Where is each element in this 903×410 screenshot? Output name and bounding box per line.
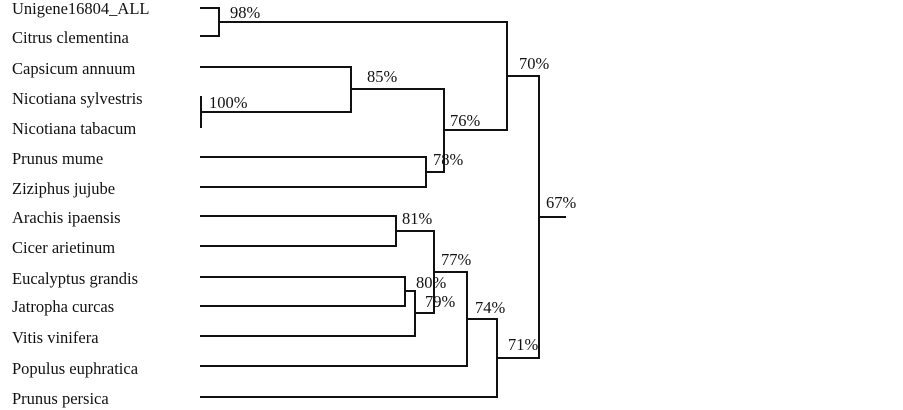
taxon-label-7: Ziziphus jujube [12, 179, 115, 198]
branch-clade-80 [200, 276, 406, 307]
taxon-label-4: Nicotiana sylvestris [12, 89, 143, 108]
taxon-labels: Unigene16804_ALL Citrus clementina Capsi… [12, 0, 149, 408]
support-label-78: 78% [433, 150, 464, 169]
support-label-70: 70% [519, 54, 550, 73]
tree-branches [200, 7, 566, 398]
taxon-label-10: Eucalyptus grandis [12, 269, 138, 288]
branch-clade-81 [200, 215, 397, 247]
taxon-label-9: Cicer arietinum [12, 238, 115, 257]
taxon-label-6: Prunus mume [12, 149, 103, 168]
branch-clade-76 [350, 88, 445, 173]
support-label-81: 81% [402, 209, 433, 228]
taxon-label-13: Populus euphratica [12, 359, 139, 378]
taxon-label-3: Capsicum annuum [12, 59, 135, 78]
support-label-77: 77% [441, 250, 472, 269]
support-label-80: 80% [416, 273, 447, 292]
taxon-label-1: Unigene16804_ALL [12, 0, 149, 18]
support-label-76: 76% [450, 111, 481, 130]
branch-clade-78 [200, 156, 427, 188]
branch-clade-98 [200, 7, 220, 37]
taxon-label-5: Nicotiana tabacum [12, 119, 136, 138]
taxon-label-2: Citrus clementina [12, 28, 130, 47]
branch-clade-79 [200, 290, 416, 337]
taxon-label-14: Prunus persica [12, 389, 109, 408]
support-label-100: 100% [209, 93, 248, 112]
support-label-74: 74% [475, 298, 506, 317]
support-label-71: 71% [508, 335, 539, 354]
taxon-label-12: Vitis vinifera [12, 328, 99, 347]
taxon-label-11: Jatropha curcas [12, 297, 114, 316]
support-label-98: 98% [230, 3, 261, 22]
support-label-79: 79% [425, 292, 456, 311]
support-label-85: 85% [367, 67, 398, 86]
branch-clade-71 [200, 318, 498, 398]
support-labels: 98% 100% 85% 78% 76% 70% 81% 80% 79% 77%… [209, 3, 577, 354]
support-label-67: 67% [546, 193, 577, 212]
taxon-label-8: Arachis ipaensis [12, 208, 121, 227]
